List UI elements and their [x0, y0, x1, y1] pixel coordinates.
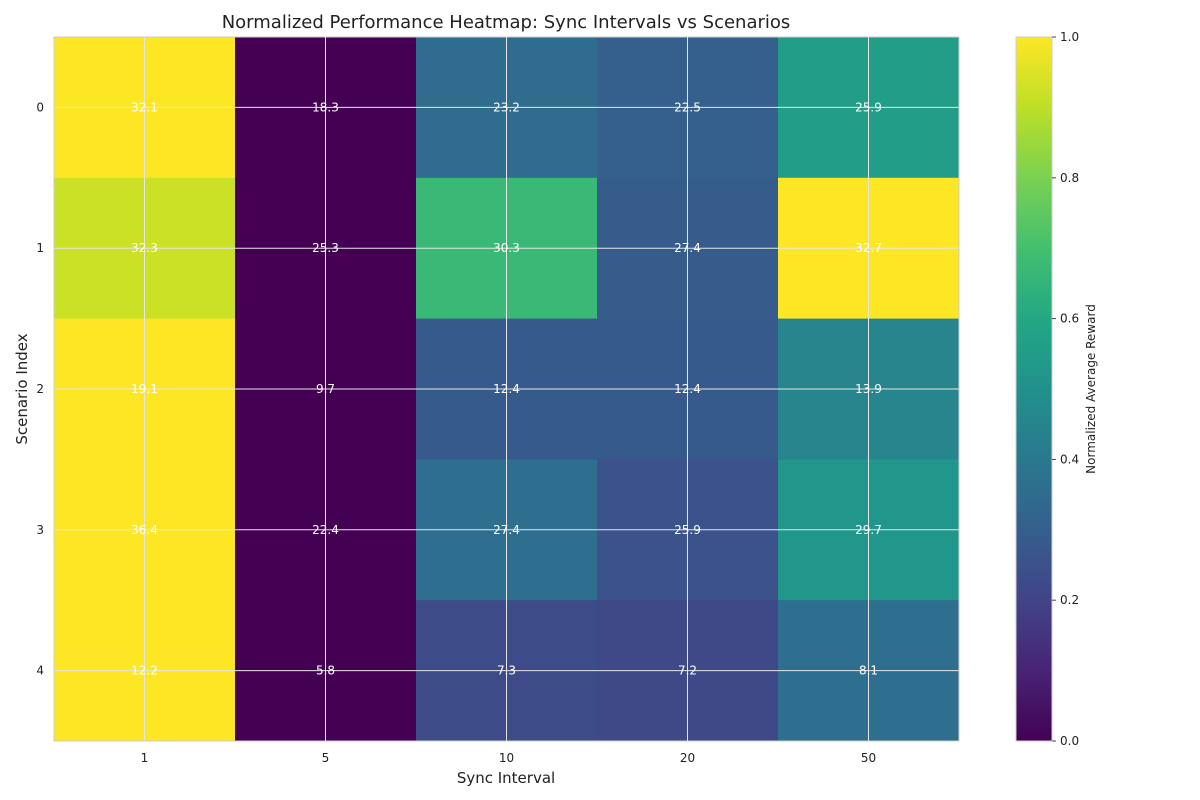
cell-value-label: 12.4	[493, 382, 520, 396]
cell-value-label: 19.1	[131, 382, 158, 396]
colorbar-tick-label: 0.0	[1060, 734, 1079, 748]
y-tick-label: 4	[36, 664, 44, 678]
x-tick-label: 20	[680, 751, 695, 765]
cell-value-label: 23.2	[493, 100, 520, 114]
cell-labels: 32.1 18.3 23.2 22.5 25.9 32.3 25.3 30.3 27.4 32.7…	[131, 100, 882, 677]
cell-value-label: 36.4	[131, 523, 158, 537]
cell-value-label: 22.4	[312, 523, 339, 537]
cell-value-label: 25.3	[312, 241, 339, 255]
y-axis-ticks: 0 1 2 3 4	[36, 100, 44, 677]
cell-value-label: 22.5	[674, 100, 701, 114]
colorbar-label: Normalized Average Reward	[1084, 304, 1098, 474]
cell-value-label: 13.9	[855, 382, 882, 396]
y-tick-label: 3	[36, 523, 44, 537]
cell-value-label: 7.3	[497, 664, 516, 678]
cell-value-label: 30.3	[493, 241, 520, 255]
y-tick-label: 0	[36, 100, 44, 114]
colorbar	[1015, 36, 1053, 742]
colorbar-tick-label: 0.2	[1060, 593, 1079, 607]
cell-value-label: 5.8	[316, 664, 335, 678]
colorbar-tick-label: 0.8	[1060, 171, 1079, 185]
x-tick-label: 5	[322, 751, 330, 765]
cell-value-label: 27.4	[674, 241, 701, 255]
y-tick-label: 1	[36, 241, 44, 255]
colorbar-tick-label: 1.0	[1060, 30, 1079, 44]
x-tick-label: 1	[141, 751, 149, 765]
plot-frame	[53, 36, 960, 742]
cell-value-label: 32.1	[131, 100, 158, 114]
cell-value-label: 29.7	[855, 523, 882, 537]
cell-value-label: 25.9	[855, 100, 882, 114]
cell-value-label: 9.7	[316, 382, 335, 396]
x-tick-label: 50	[861, 751, 876, 765]
cell-value-label: 12.2	[131, 664, 158, 678]
grid-lines	[54, 37, 959, 741]
y-tick-label: 2	[36, 382, 44, 396]
x-axis-label: Sync Interval	[457, 769, 555, 787]
cell-value-label: 32.7	[855, 241, 882, 255]
cell-value-label: 32.3	[131, 241, 158, 255]
chart-title: Normalized Performance Heatmap: Sync Int…	[222, 12, 791, 33]
colorbar-tick-label: 0.4	[1060, 452, 1079, 466]
x-tick-label: 10	[499, 751, 514, 765]
cell-value-label: 27.4	[493, 523, 520, 537]
colorbar-tick-label: 0.6	[1060, 312, 1079, 326]
y-axis-label: Scenario Index	[13, 333, 31, 444]
cell-value-label: 25.9	[674, 523, 701, 537]
x-axis-ticks: 1 5 10 20 50	[141, 751, 876, 765]
colorbar-ticks: 0.0 0.2 0.4 0.6 0.8 1.0	[1052, 30, 1079, 748]
cell-value-label: 8.1	[859, 664, 878, 678]
cell-value-label: 18.3	[312, 100, 339, 114]
cell-value-label: 7.2	[678, 664, 697, 678]
cell-value-label: 12.4	[674, 382, 701, 396]
